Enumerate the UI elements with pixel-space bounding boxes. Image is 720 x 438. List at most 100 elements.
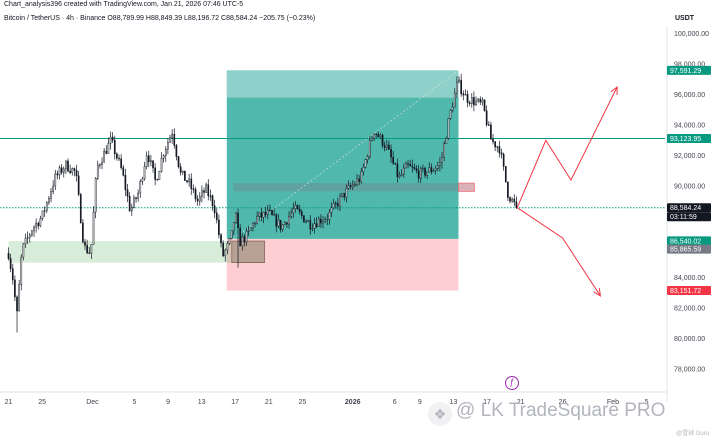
x-tick-label: 2026 xyxy=(345,399,361,406)
candle-body xyxy=(35,222,37,228)
candle-body xyxy=(101,162,103,165)
x-tick-label: Dec xyxy=(86,399,99,406)
candle-body xyxy=(133,197,135,208)
candle-body xyxy=(126,189,129,197)
candle-body xyxy=(209,195,212,197)
candle-body xyxy=(260,212,263,218)
candle-body xyxy=(428,167,431,173)
candle-body xyxy=(239,227,241,247)
candle-body xyxy=(330,207,333,213)
candle-body xyxy=(43,210,46,212)
y-tick-label: 90,000.00 xyxy=(674,184,705,191)
candle-body xyxy=(52,185,54,192)
candle-body xyxy=(116,153,118,159)
candle-body xyxy=(407,163,409,165)
candle-body xyxy=(309,220,312,230)
candle-body xyxy=(237,212,239,229)
candle-body xyxy=(79,194,82,224)
candle-body xyxy=(171,134,173,138)
candle-body xyxy=(50,191,52,199)
candle-body xyxy=(103,150,105,163)
candle-body xyxy=(392,156,394,164)
candle-body xyxy=(228,238,231,244)
zone-stop-zone xyxy=(226,238,459,291)
candle-body xyxy=(462,93,465,96)
candle-body xyxy=(294,205,297,210)
candle-body xyxy=(424,167,426,176)
x-tick-label: 9 xyxy=(418,399,422,406)
candle-body xyxy=(305,221,307,223)
candle-body xyxy=(122,167,125,176)
candle-body xyxy=(432,170,435,173)
event-marker-icon[interactable]: ƒ xyxy=(505,376,519,390)
candle-body xyxy=(65,160,67,170)
price-badge-entry xyxy=(667,236,711,246)
candle-body xyxy=(11,268,14,281)
support-candle-box xyxy=(231,240,265,263)
candle-body xyxy=(252,223,254,229)
x-tick-label: 25 xyxy=(38,399,46,406)
retest-box xyxy=(458,182,475,192)
candle-body xyxy=(16,296,18,312)
candle-body xyxy=(377,134,380,138)
candle-body xyxy=(375,133,377,135)
candle-body xyxy=(145,155,148,167)
candle-body xyxy=(48,198,50,203)
candle-body xyxy=(73,168,76,171)
candle-body xyxy=(88,252,91,254)
candle-body xyxy=(190,178,193,189)
candle-body xyxy=(249,227,252,231)
candle-body xyxy=(426,171,428,176)
watermark-small-text: @雪球 Guru xyxy=(676,431,710,437)
candle-body xyxy=(341,192,343,197)
bearish-projection-arrow xyxy=(516,207,601,297)
candle-body xyxy=(241,236,244,247)
candle-body xyxy=(188,178,190,183)
candle-body xyxy=(41,210,44,219)
x-tick-label: 17 xyxy=(483,399,491,406)
candle-body xyxy=(366,156,369,160)
candle-body xyxy=(269,209,271,212)
watermark-brand: LK TradeSquare PRO xyxy=(480,400,666,421)
symbol-ohlc-line: Bitcoin / TetherUS · 4h · Binance O88,78… xyxy=(4,15,316,22)
price-badge-text: 93,123.95 xyxy=(670,136,701,143)
candle-body xyxy=(494,141,496,148)
candle-body xyxy=(415,168,418,171)
x-tick-label: 13 xyxy=(450,399,458,406)
candle-body xyxy=(507,181,509,198)
candle-body xyxy=(288,216,290,225)
candle-body xyxy=(300,211,303,216)
candle-body xyxy=(360,171,363,182)
candle-body xyxy=(162,155,165,159)
candle-body xyxy=(247,229,250,232)
candle-body xyxy=(513,198,516,203)
candle-body xyxy=(351,184,354,187)
candle-body xyxy=(481,99,484,103)
candle-body xyxy=(492,139,494,142)
candle-body xyxy=(322,221,324,224)
candle-body xyxy=(71,168,74,173)
candle-body xyxy=(226,242,229,251)
candle-body xyxy=(368,140,371,157)
candle-body xyxy=(128,196,131,212)
candle-body xyxy=(296,205,299,210)
candle-body xyxy=(396,163,399,178)
x-tick-label: Feb xyxy=(607,399,619,406)
candle-body xyxy=(120,158,122,168)
candle-body xyxy=(205,184,207,193)
x-tick-label: 5 xyxy=(645,399,649,406)
candle-body xyxy=(485,110,488,125)
candle-body xyxy=(218,219,220,236)
candle-body xyxy=(439,162,441,166)
price-badge-stop xyxy=(667,286,711,296)
candle-body xyxy=(235,212,237,223)
candle-body xyxy=(213,205,216,214)
candle-body xyxy=(194,189,197,200)
candle-body xyxy=(107,143,110,154)
candle-body xyxy=(14,279,16,298)
candle-body xyxy=(137,192,139,199)
candle-body xyxy=(271,210,273,216)
candle-body xyxy=(487,124,490,126)
candle-body xyxy=(9,258,12,269)
